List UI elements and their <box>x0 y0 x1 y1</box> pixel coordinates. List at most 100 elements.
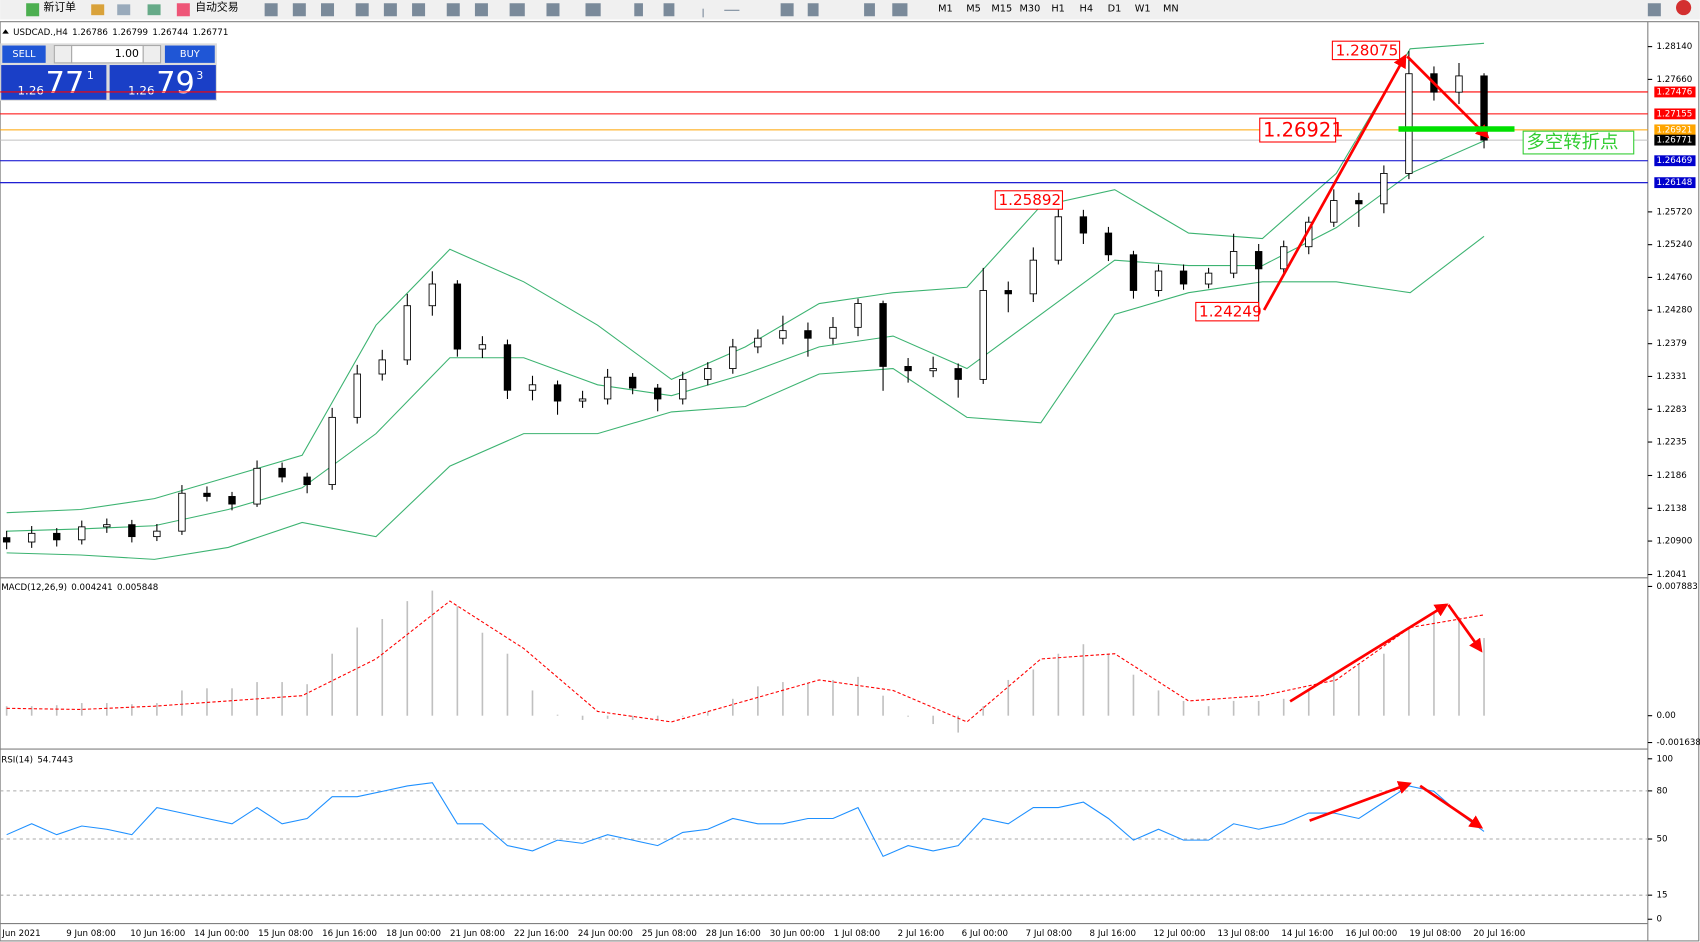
candle-body <box>103 524 111 528</box>
tool-icon[interactable] <box>864 3 875 17</box>
timeframe-button[interactable]: D1 <box>1108 4 1122 15</box>
x-tick-label: 1 Jul 08:00 <box>834 929 880 939</box>
timeframe-button[interactable]: M5 <box>966 4 981 15</box>
arrow <box>1309 781 1412 822</box>
tool-icon[interactable] <box>509 3 525 17</box>
timeframe-button[interactable]: H4 <box>1080 4 1094 15</box>
sell-price-box[interactable] <box>1 65 107 100</box>
indicator-title: USDCAD.,H4 <box>13 28 68 38</box>
timeframe-button[interactable]: W1 <box>1135 4 1151 15</box>
x-tick-label: 20 Jul 16:00 <box>1473 929 1525 939</box>
indicator-title: MACD(12,26,9) <box>1 583 67 593</box>
timeframe-button[interactable]: M30 <box>1020 4 1041 15</box>
y-tick-label: 0.007883 <box>1656 582 1697 592</box>
tool-icon[interactable] <box>724 9 740 11</box>
lot-up[interactable] <box>142 44 162 64</box>
timeframe-button[interactable]: M15 <box>991 4 1012 15</box>
x-tick-label: 9 Jun 08:00 <box>66 929 115 939</box>
buy-price-big: 1.26 <box>128 84 155 98</box>
new-order-button[interactable]: 新订单 <box>44 0 77 14</box>
candle-body <box>704 368 712 380</box>
candle-body <box>1179 270 1188 285</box>
candle-body <box>1154 270 1163 291</box>
candle-body <box>27 532 36 543</box>
toolbar-icon[interactable] <box>147 4 161 16</box>
y-tick-label: 1.24280 <box>1656 306 1692 316</box>
header-value: 1.26744 <box>152 28 188 38</box>
timeframe-bar: M1 M5 M15 M30 H1 H4 D1 W1 MN <box>938 4 1179 15</box>
bollinger-band <box>6 42 1485 514</box>
new-order-icon[interactable] <box>26 3 40 17</box>
tool-icon[interactable] <box>355 3 369 17</box>
candle-body <box>503 344 512 391</box>
high-label: 1.28075 <box>1336 41 1399 59</box>
notification-badge[interactable] <box>1676 0 1692 16</box>
x-tick-label: 8 Jul 16:00 <box>1090 929 1136 939</box>
auto-trading-button[interactable]: 自动交易 <box>195 0 238 14</box>
timeframe-button[interactable]: M1 <box>938 4 953 15</box>
header-value: 0.004241 <box>71 583 112 593</box>
tool-icon[interactable] <box>292 3 306 17</box>
candle-body <box>804 330 812 339</box>
auto-trading-icon[interactable] <box>176 3 190 17</box>
y-tick-label: 0 <box>1656 915 1662 925</box>
candle-body <box>779 330 787 339</box>
arrow <box>1289 603 1449 703</box>
candle-body <box>153 530 161 538</box>
y-tick-label: 1.2186 <box>1656 471 1686 481</box>
tool-icon[interactable] <box>321 3 335 17</box>
buy-button[interactable] <box>164 45 215 63</box>
y-tick-label: 1.2041 <box>1656 570 1686 580</box>
tool-icon[interactable] <box>892 3 908 17</box>
tool-icon[interactable] <box>780 3 794 17</box>
x-tick-label: 13 Jul 08:00 <box>1217 929 1269 939</box>
tool-icon[interactable] <box>474 3 488 17</box>
header-value: 54.7443 <box>37 755 73 765</box>
level-label: 1.26921 <box>1263 119 1344 142</box>
candle-body <box>53 532 61 541</box>
x-tick-label: 19 Jul 08:00 <box>1409 929 1461 939</box>
candle-body <box>954 368 962 380</box>
sell-price-big: 1.26 <box>17 84 44 98</box>
toolbar-icon[interactable] <box>117 4 131 16</box>
price-tag-label: 1.27476 <box>1656 87 1692 97</box>
candle-body <box>979 290 987 380</box>
x-tick-label: 6 Jul 00:00 <box>962 929 1008 939</box>
lot-down[interactable] <box>53 44 73 64</box>
tool-icon[interactable] <box>264 3 278 17</box>
candle-body <box>603 376 612 400</box>
tool-icon[interactable] <box>412 3 426 17</box>
tool-icon[interactable] <box>446 3 460 17</box>
tool-icon[interactable] <box>383 3 397 17</box>
symbol-marker <box>2 29 9 34</box>
label-box <box>994 190 1064 210</box>
tool-icon[interactable] <box>585 3 601 17</box>
candle-body <box>829 326 837 339</box>
buy-price-box[interactable] <box>109 65 216 100</box>
candle-body <box>428 283 437 307</box>
toolbar-icon[interactable] <box>91 4 105 16</box>
bollinger-band <box>6 235 1485 560</box>
timeframe-button[interactable]: H1 <box>1051 4 1065 15</box>
tool-icon[interactable] <box>634 3 643 17</box>
timeframe-button[interactable]: MN <box>1163 4 1179 15</box>
sell-price-pips: 77 <box>46 66 85 101</box>
tool-icon[interactable] <box>663 3 675 17</box>
search-icon[interactable] <box>1647 3 1661 17</box>
sell-label: SELL <box>12 49 36 60</box>
tool-icon[interactable] <box>702 8 704 18</box>
price-tag <box>1654 124 1696 136</box>
sell-button[interactable] <box>2 45 46 63</box>
buy-label: BUY <box>180 49 200 60</box>
chart-frame <box>0 21 1700 942</box>
x-tick-label: 22 Jun 16:00 <box>514 929 569 939</box>
x-tick-label: 14 Jun 00:00 <box>194 929 249 939</box>
x-tick-label: 15 Jun 08:00 <box>258 929 313 939</box>
candle-body <box>1129 254 1138 291</box>
candle-body <box>628 376 637 389</box>
y-tick-label: 80 <box>1656 786 1667 796</box>
tool-icon[interactable] <box>546 3 560 17</box>
y-tick-label: 1.2331 <box>1656 372 1686 382</box>
tool-icon[interactable] <box>807 3 819 17</box>
candle-body <box>654 387 662 400</box>
